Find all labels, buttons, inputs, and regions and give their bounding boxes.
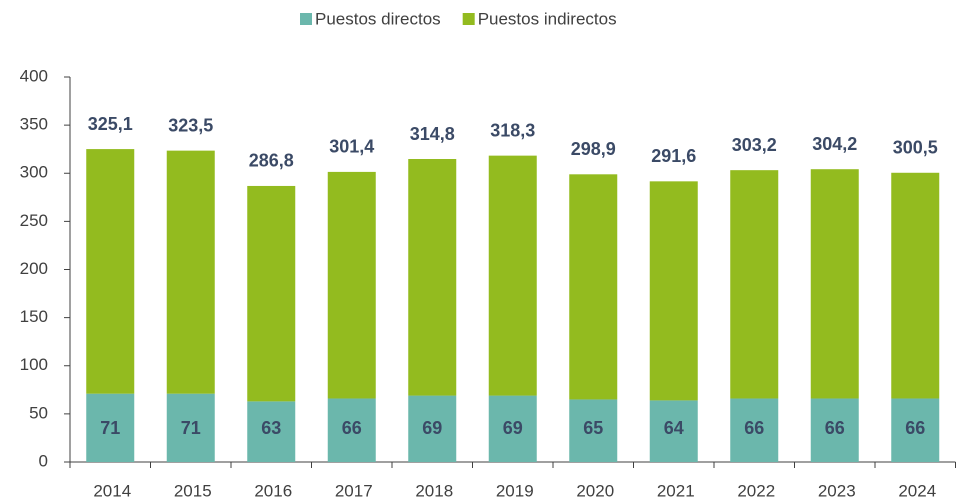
bar-segment: [408, 395, 457, 462]
total-label: 291,6: [651, 146, 696, 166]
value-label: 66: [905, 418, 925, 438]
y-tick-label: 0: [39, 451, 48, 470]
y-tick-label: 300: [20, 163, 48, 182]
x-tick-label: 2020: [576, 481, 614, 500]
total-label: 300,5: [893, 138, 938, 158]
value-label: 66: [744, 418, 764, 438]
total-label: 325,1: [88, 114, 133, 134]
x-tick-label: 2024: [898, 481, 936, 500]
value-label: 64: [664, 418, 684, 438]
x-tick-label: 2015: [174, 481, 212, 500]
x-tick-label: 2022: [737, 481, 775, 500]
y-tick-label: 200: [20, 259, 48, 278]
bar-segment: [730, 398, 779, 462]
x-tick-label: 2018: [415, 481, 453, 500]
bar-segment: [86, 149, 135, 394]
bar-segment: [86, 393, 135, 462]
legend-label: Puestos indirectos: [478, 9, 617, 28]
bar-segment: [649, 181, 698, 401]
bar-segment: [488, 155, 537, 396]
value-label: 71: [100, 418, 120, 438]
y-tick-label: 400: [20, 66, 48, 85]
bar-segment: [730, 170, 779, 399]
bar-segment: [891, 398, 940, 462]
total-label: 298,9: [571, 139, 616, 159]
legend-label: Puestos directos: [315, 9, 441, 28]
bar-segment: [408, 159, 457, 396]
total-label: 323,5: [168, 115, 213, 135]
x-tick-label: 2016: [254, 481, 292, 500]
y-tick-label: 150: [20, 307, 48, 326]
y-tick-label: 350: [20, 115, 48, 134]
y-tick-label: 100: [20, 355, 48, 374]
bar-segment: [569, 399, 618, 462]
x-tick-label: 2023: [818, 481, 856, 500]
bar-segment: [247, 401, 296, 462]
bar-segment: [569, 174, 618, 400]
total-label: 314,8: [410, 124, 455, 144]
value-label: 71: [181, 418, 201, 438]
bar-segment: [166, 150, 215, 394]
total-label: 286,8: [249, 151, 294, 171]
bar-segment: [810, 169, 859, 399]
x-tick-label: 2021: [657, 481, 695, 500]
x-tick-label: 2019: [496, 481, 534, 500]
value-label: 66: [825, 418, 845, 438]
total-label: 304,2: [812, 134, 857, 154]
bar-segment: [891, 172, 940, 399]
x-tick-label: 2014: [93, 481, 131, 500]
bar-segment: [247, 185, 296, 402]
bar-segment: [810, 398, 859, 462]
x-tick-label: 2017: [335, 481, 373, 500]
bar-segment: [327, 171, 376, 399]
legend-swatch: [462, 13, 475, 25]
legend-swatch: [300, 13, 312, 25]
total-label: 301,4: [329, 137, 374, 157]
value-label: 69: [422, 418, 442, 438]
bar-segment: [649, 400, 698, 462]
y-tick-label: 250: [20, 211, 48, 230]
total-label: 303,2: [732, 135, 777, 155]
value-label: 63: [261, 418, 281, 438]
bar-segment: [488, 395, 537, 462]
bar-segment: [166, 393, 215, 462]
total-label: 318,3: [490, 120, 535, 140]
y-tick-label: 50: [29, 403, 48, 422]
value-label: 66: [342, 418, 362, 438]
value-label: 65: [583, 418, 603, 438]
value-label: 69: [503, 418, 523, 438]
bar-segment: [327, 398, 376, 462]
